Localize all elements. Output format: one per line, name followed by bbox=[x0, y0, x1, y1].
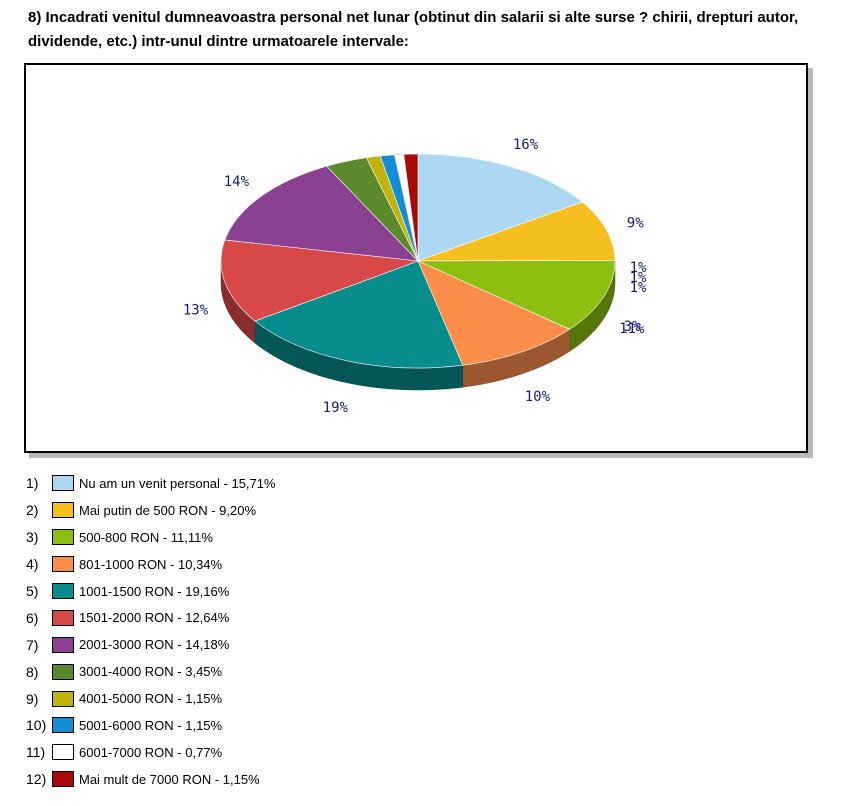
pie-percent-label: 11% bbox=[619, 321, 645, 337]
legend-swatch bbox=[52, 475, 74, 492]
legend-number: 1) bbox=[26, 475, 39, 492]
legend-item: 9) 4001-5000 RON - 1,15% bbox=[26, 685, 426, 712]
legend-number: 6) bbox=[26, 609, 39, 626]
legend-item: 10) 5001-6000 RON - 1,15% bbox=[26, 712, 426, 739]
legend-item: 5) 1001-1500 RON - 19,16% bbox=[26, 578, 426, 605]
pie-percent-label: 13% bbox=[183, 302, 209, 318]
pie-slice bbox=[254, 260, 464, 369]
legend-number: 9) bbox=[26, 690, 39, 707]
legend-item: 2) Mai putin de 500 RON - 9,20% bbox=[26, 497, 426, 524]
pie-percent-label: 16% bbox=[513, 137, 539, 153]
legend-swatch bbox=[52, 609, 74, 626]
legend-swatch bbox=[52, 717, 74, 734]
legend-label: 2001-3000 RON - 14,18% bbox=[79, 637, 230, 653]
pie-percent-label: 9% bbox=[627, 215, 644, 231]
legend-label: 3001-4000 RON - 3,45% bbox=[79, 664, 223, 680]
legend-swatch bbox=[52, 636, 74, 653]
legend-item: 7) 2001-3000 RON - 14,18% bbox=[26, 631, 426, 658]
chart-frame: 16% 9% 11% 10% 19% 13% 14% 3% 1% 1% 1% bbox=[24, 63, 808, 453]
legend-number: 11) bbox=[26, 744, 46, 761]
legend-label: Mai putin de 500 RON - 9,20% bbox=[79, 502, 257, 518]
legend-swatch bbox=[52, 529, 74, 546]
legend-label: 500-800 RON - 11,11% bbox=[79, 529, 213, 545]
legend-number: 10) bbox=[26, 717, 47, 734]
legend-item: 4) 801-1000 RON - 10,34% bbox=[26, 551, 426, 578]
pie-slice bbox=[417, 153, 583, 262]
pie-percent-label: 10% bbox=[525, 389, 551, 405]
pie-chart: 16%9%11%10%19%13%14%3%1%1%1% bbox=[183, 137, 647, 416]
legend-label: 1001-1500 RON - 19,16% bbox=[79, 583, 230, 599]
pie-slice bbox=[220, 239, 419, 322]
legend-number: 2) bbox=[26, 502, 39, 519]
legend: 1) Nu am un venit personal - 15,71% 2) Mai … bbox=[26, 470, 426, 793]
legend-item: 1) Nu am un venit personal - 15,71% bbox=[26, 470, 426, 497]
legend-swatch bbox=[52, 502, 74, 519]
legend-number: 12) bbox=[26, 771, 47, 788]
legend-number: 3) bbox=[26, 529, 39, 546]
pie-percent-label: 1% bbox=[630, 270, 647, 286]
pie-slice bbox=[417, 201, 616, 262]
legend-number: 4) bbox=[26, 556, 39, 573]
legend-label: 6001-7000 RON - 0,77% bbox=[79, 744, 223, 760]
legend-item: 12) Mai mult de 7000 RON - 1,15% bbox=[26, 766, 426, 793]
legend-swatch bbox=[52, 771, 74, 788]
legend-item: 8) 3001-4000 RON - 3,45% bbox=[26, 658, 426, 685]
pie-percent-label: 1% bbox=[630, 260, 647, 276]
legend-item: 3) 500-800 RON - 11,11% bbox=[26, 524, 426, 551]
legend-swatch bbox=[52, 583, 74, 599]
legend-swatch bbox=[52, 663, 74, 680]
legend-label: 5001-6000 RON - 1,15% bbox=[79, 717, 223, 733]
legend-number: 7) bbox=[26, 636, 39, 653]
pie-percent-label: 3% bbox=[624, 319, 641, 335]
legend-label: 801-1000 RON - 10,34% bbox=[79, 556, 223, 572]
legend-label: 4001-5000 RON - 1,15% bbox=[79, 691, 223, 707]
pie-slice bbox=[224, 165, 419, 262]
legend-label: Mai mult de 7000 RON - 1,15% bbox=[79, 771, 260, 787]
pie-percent-label: 14% bbox=[224, 174, 250, 190]
question-title: 8) Incadrati venitul dumneavoastra perso… bbox=[28, 9, 799, 50]
legend-swatch bbox=[52, 744, 74, 761]
legend-swatch bbox=[52, 556, 74, 573]
pie-slice bbox=[403, 153, 419, 262]
pie-percent-label: 19% bbox=[323, 400, 349, 416]
legend-label: 1501-2000 RON - 12,64% bbox=[79, 610, 230, 626]
legend-item: 11) 6001-7000 RON - 0,77% bbox=[26, 739, 426, 766]
legend-number: 5) bbox=[26, 583, 39, 599]
legend-number: 8) bbox=[26, 663, 39, 680]
legend-swatch bbox=[52, 690, 74, 707]
legend-item: 6) 1501-2000 RON - 12,64% bbox=[26, 604, 426, 631]
pie-slice bbox=[417, 260, 616, 330]
legend-label: Nu am un venit personal - 15,71% bbox=[79, 475, 276, 491]
pie-percent-label: 1% bbox=[630, 280, 647, 296]
pie-slice bbox=[417, 260, 571, 366]
